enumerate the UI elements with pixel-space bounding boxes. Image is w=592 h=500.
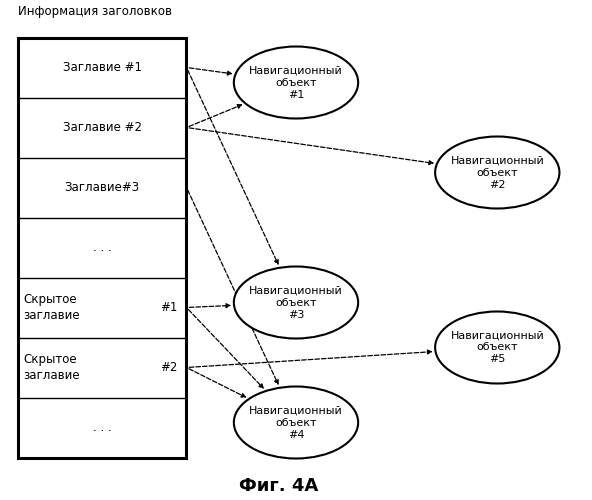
Text: Фиг. 4А: Фиг. 4А — [239, 477, 318, 495]
Ellipse shape — [435, 136, 559, 208]
Text: Навигационный
объект
#3: Навигационный объект #3 — [249, 286, 343, 320]
Text: Заглавие #2: Заглавие #2 — [63, 121, 141, 134]
Ellipse shape — [234, 46, 358, 118]
Text: Скрытое
заглавие: Скрытое заглавие — [24, 353, 81, 382]
Text: #2: #2 — [160, 361, 178, 374]
Ellipse shape — [234, 386, 358, 458]
Text: Информация заголовков: Информация заголовков — [18, 6, 172, 18]
Text: Навигационный
объект
#5: Навигационный объект #5 — [451, 330, 544, 364]
Text: . . .: . . . — [93, 241, 111, 254]
Text: Навигационный
объект
#1: Навигационный объект #1 — [249, 66, 343, 100]
Ellipse shape — [234, 266, 358, 338]
Text: Заглавие#3: Заглавие#3 — [65, 181, 140, 194]
Text: Заглавие #1: Заглавие #1 — [63, 61, 141, 74]
Text: Скрытое
заглавие: Скрытое заглавие — [24, 293, 81, 322]
Text: Навигационный
объект
#4: Навигационный объект #4 — [249, 406, 343, 440]
FancyBboxPatch shape — [18, 38, 186, 458]
Text: #1: #1 — [160, 301, 178, 314]
Text: . . .: . . . — [93, 421, 111, 434]
Text: Навигационный
объект
#2: Навигационный объект #2 — [451, 156, 544, 190]
Ellipse shape — [435, 312, 559, 384]
